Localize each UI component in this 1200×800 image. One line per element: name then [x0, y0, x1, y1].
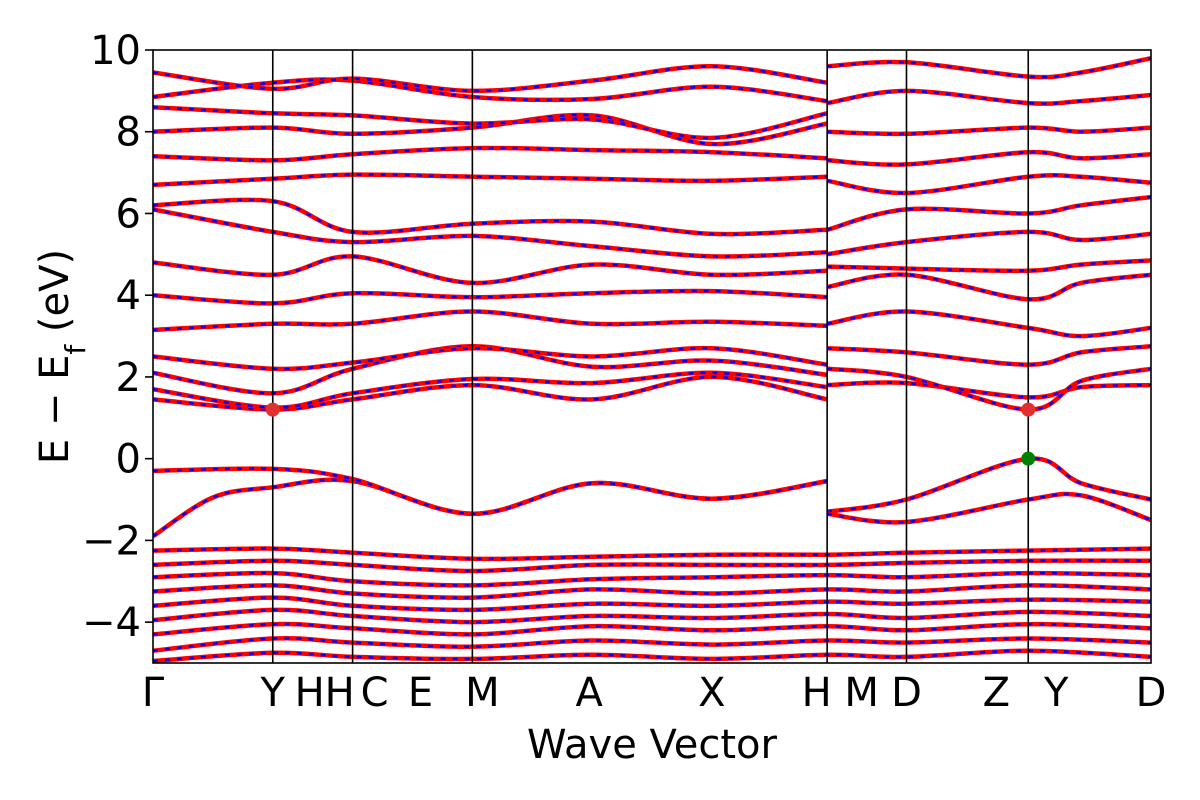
- band-line: [153, 477, 828, 539]
- band-line: [153, 607, 1151, 625]
- kpoint-label: HH: [295, 670, 355, 716]
- band-line-overlay: [826, 89, 1151, 105]
- band-line-overlay: [153, 113, 828, 146]
- band-line: [153, 635, 1151, 653]
- band-line-overlay: [153, 596, 1151, 612]
- plot-frame: [152, 49, 1152, 664]
- band-line: [153, 595, 1151, 613]
- y-tick-label: −2: [82, 518, 141, 564]
- band-line-overlay: [153, 608, 1151, 624]
- kpoint-label: X: [698, 670, 725, 716]
- kpoint-label: Γ: [142, 670, 165, 716]
- band-line-overlay: [827, 56, 1151, 79]
- kpoint-label: M: [465, 670, 500, 716]
- kpoint-label: E: [408, 670, 433, 716]
- band-line-overlay: [826, 230, 1151, 256]
- y-axis-label-subscript: f: [59, 344, 92, 355]
- kpoint-label: Z: [983, 670, 1010, 716]
- kpoint-label: C: [361, 670, 389, 716]
- kpoint-label: D: [891, 670, 922, 716]
- band-line: [827, 258, 1151, 274]
- band-line-overlay: [153, 571, 1151, 587]
- y-axis-label: E − Ef (eV): [32, 249, 92, 464]
- y-axis-label-main: E − E: [32, 355, 78, 465]
- band-line-overlay: [153, 622, 1151, 636]
- band-line-overlay: [153, 105, 828, 140]
- band-line-overlay: [826, 492, 1151, 524]
- vbm-marker: [1021, 451, 1036, 466]
- kpoint-label: H: [802, 670, 832, 716]
- kpoint-label: Y: [1043, 670, 1069, 716]
- y-tick-label: 2: [116, 355, 141, 401]
- band-line-overlay: [153, 547, 1151, 561]
- band-line-overlay: [153, 310, 828, 332]
- band-line: [153, 145, 828, 163]
- band-line: [153, 546, 1151, 562]
- band-line-overlay: [827, 345, 1151, 366]
- band-line-overlay: [826, 173, 1151, 195]
- band-line-overlay: [153, 636, 1151, 652]
- band-lines: [153, 55, 1151, 663]
- y-axis: −4 −2 0 2 4 6 8 10: [82, 28, 153, 646]
- kpoint-separator-lines: [271, 50, 1030, 663]
- band-line: [826, 229, 1151, 257]
- band-line-overlay: [826, 273, 1151, 301]
- band-line: [153, 309, 828, 333]
- x-axis: Γ Y HH C E M A X H M D Z Y D: [142, 670, 1167, 716]
- band-line: [153, 558, 1151, 574]
- x-axis-label: Wave Vector: [527, 722, 778, 768]
- band-line: [153, 648, 1151, 663]
- band-line: [826, 456, 1151, 515]
- y-tick-label: −4: [82, 600, 141, 646]
- band-line: [826, 309, 1151, 339]
- y-tick-label: 4: [116, 273, 141, 319]
- band-line-overlay: [826, 195, 1151, 232]
- band-line-overlay: [153, 584, 1151, 599]
- band-line: [153, 583, 1151, 600]
- kpoint-label: A: [575, 670, 603, 716]
- cbm-marker: [1021, 402, 1036, 417]
- extremum-markers: [265, 402, 1036, 466]
- kpoint-label: D: [1136, 670, 1167, 716]
- kpoint-label: Y: [260, 670, 286, 716]
- band-line-overlay: [153, 559, 1151, 573]
- band-line-overlay: [827, 126, 1151, 136]
- band-line-overlay: [153, 649, 1151, 663]
- band-line-overlay: [827, 381, 1151, 399]
- band-line-overlay: [827, 259, 1151, 273]
- y-tick-label: 10: [90, 28, 141, 74]
- y-tick-label: 6: [116, 191, 141, 237]
- y-axis-label-unit: (eV): [32, 249, 78, 345]
- band-line: [153, 621, 1151, 637]
- band-line: [826, 491, 1151, 525]
- y-tick-label: 8: [116, 110, 141, 156]
- band-line-overlay: [153, 255, 828, 285]
- band-line: [153, 345, 828, 372]
- band-line-overlay: [826, 310, 1151, 338]
- band-line: [153, 112, 828, 147]
- cbm-marker: [265, 402, 280, 417]
- y-tick-label: 0: [116, 437, 141, 483]
- band-line: [153, 570, 1151, 588]
- kpoint-label: M: [844, 670, 879, 716]
- band-line: [153, 254, 828, 286]
- band-line-overlay: [827, 150, 1151, 166]
- band-line-overlay: [153, 208, 828, 258]
- band-line: [826, 272, 1151, 302]
